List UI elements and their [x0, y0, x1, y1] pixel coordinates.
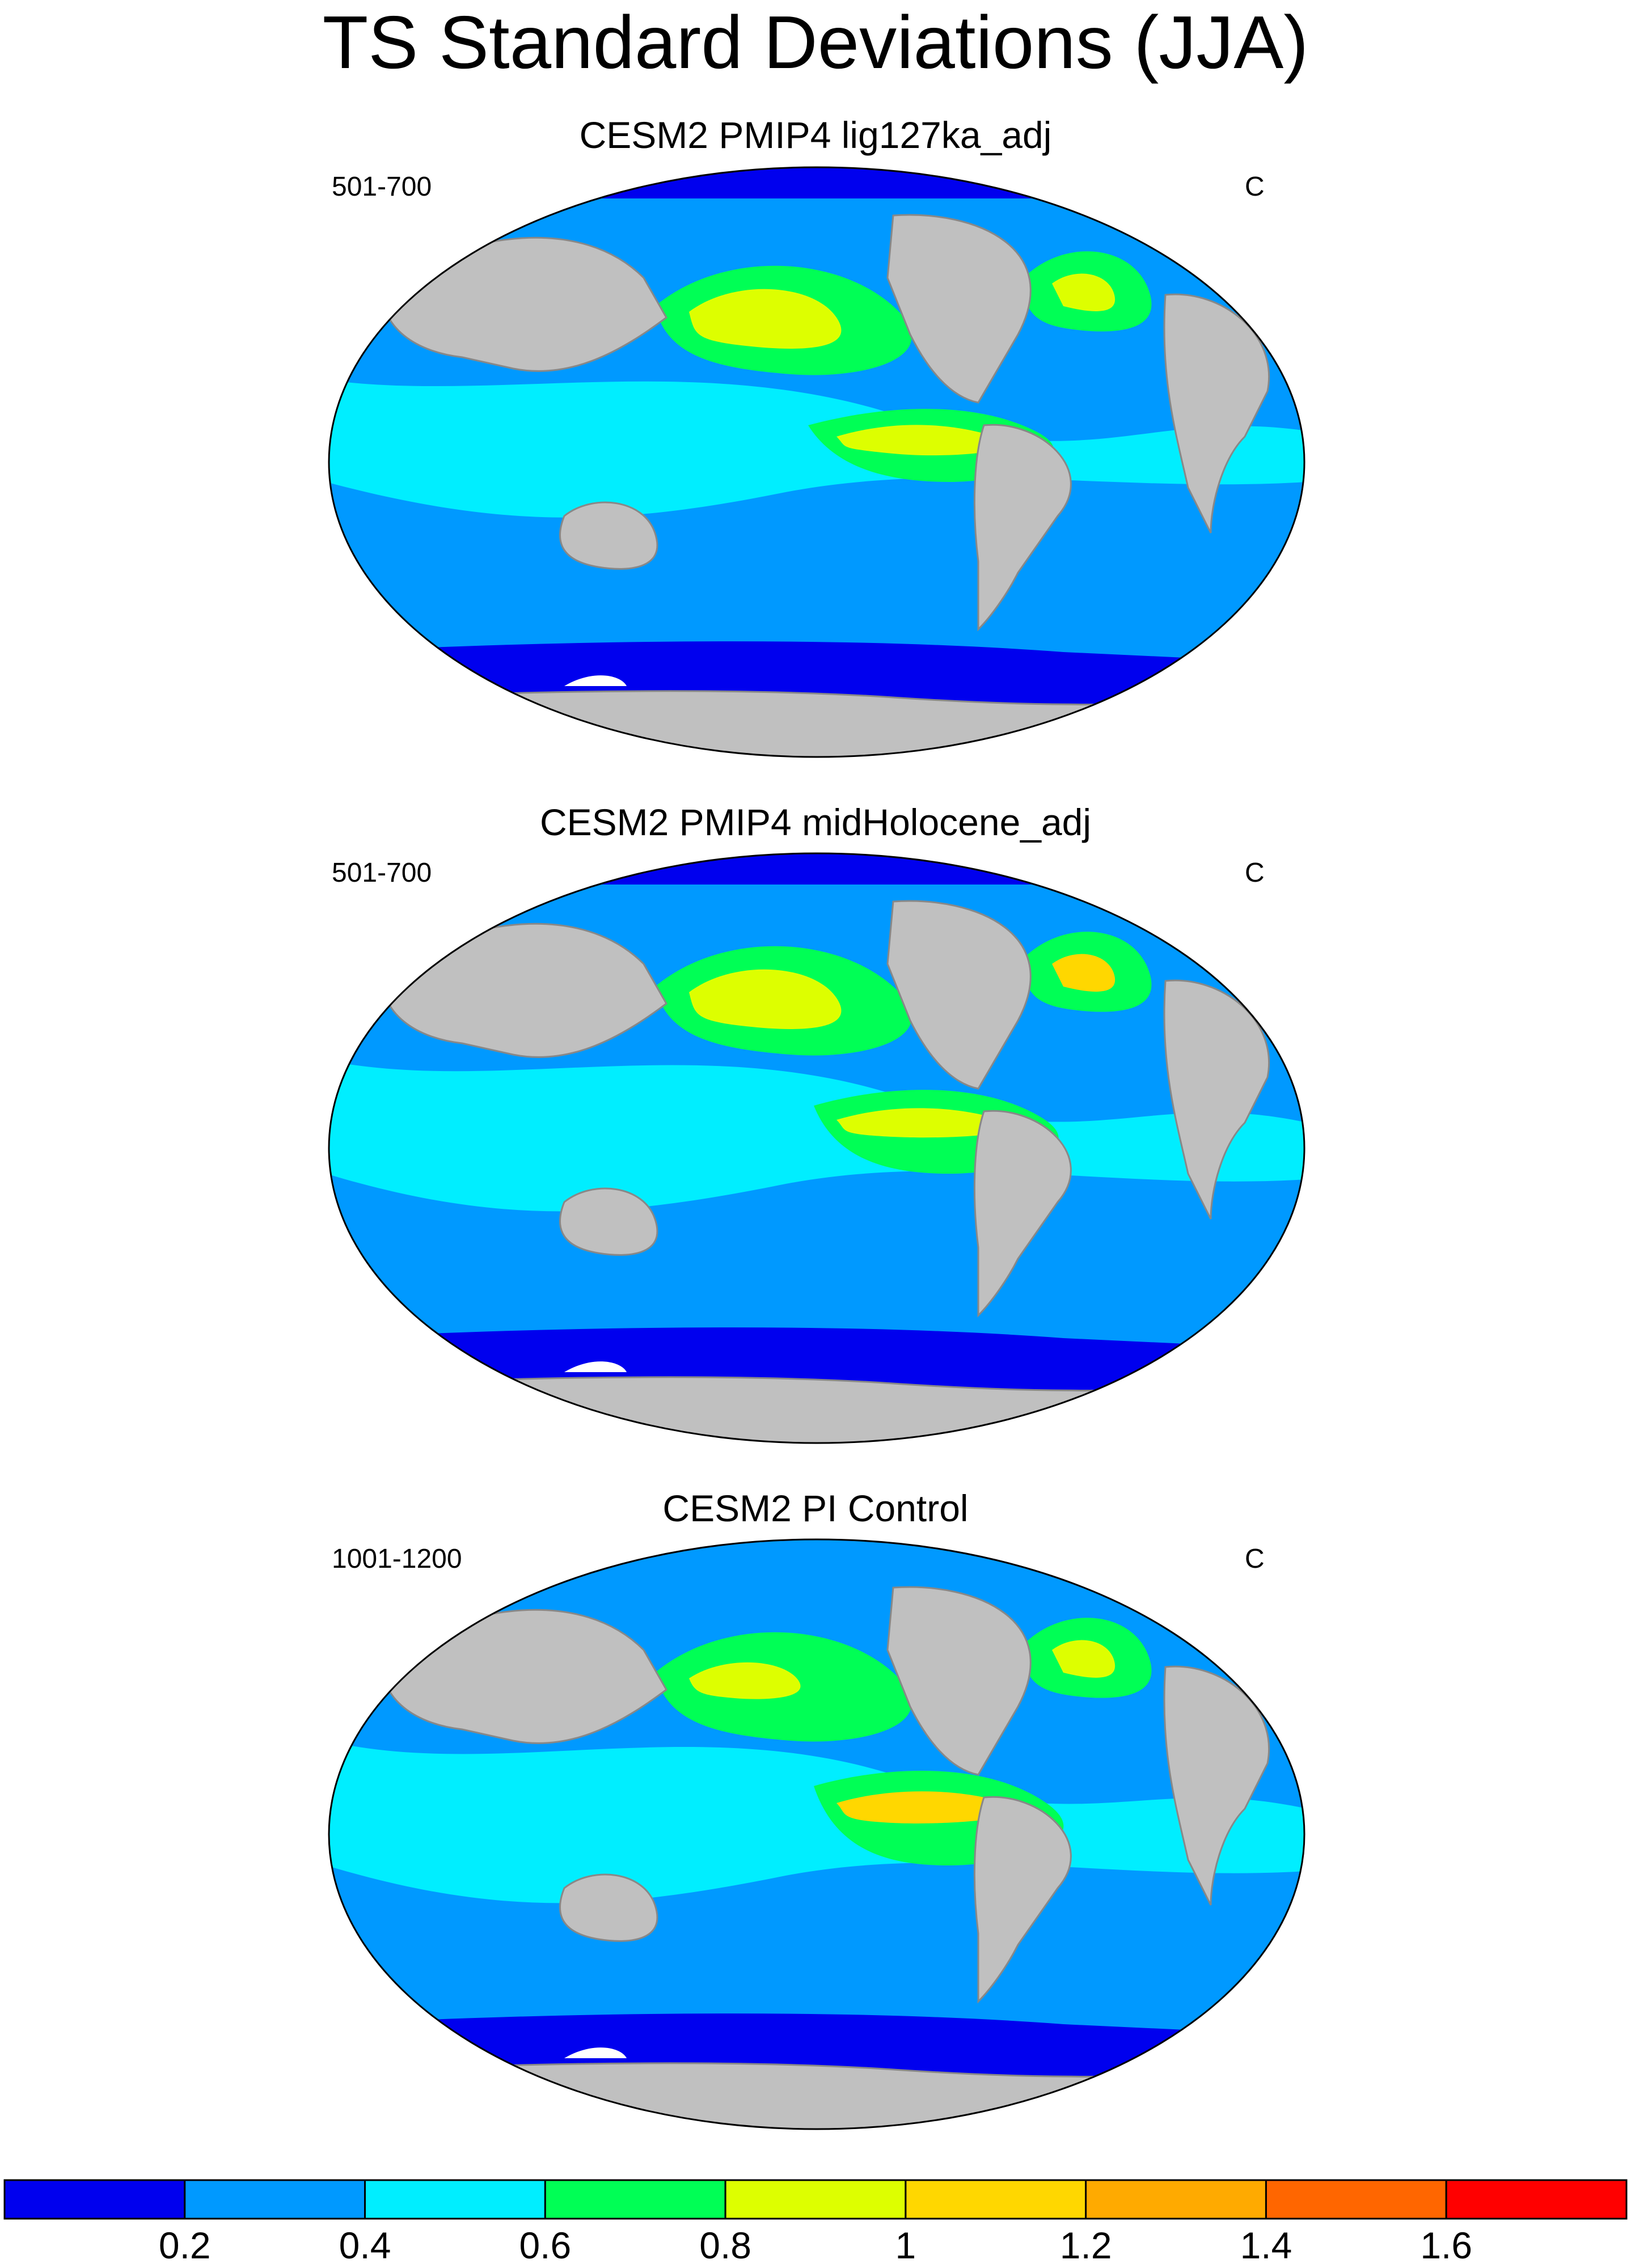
panel-3-arctic-band	[329, 1539, 1304, 1571]
colorbar-tick-label: 1	[895, 2224, 916, 2266]
panel-3-north-america-land	[886, 1586, 1032, 1776]
colorbar-box	[364, 2179, 546, 2220]
panel-3-south-america-land	[973, 1796, 1072, 2004]
panel-2-africa-land	[1163, 979, 1270, 1220]
panel-2-north-pacific-core	[689, 969, 842, 1029]
panel-3-period-label: 1001-1200	[332, 1544, 462, 1574]
panel-1-map	[328, 166, 1305, 758]
panel-2-period-label: 501-700	[332, 858, 432, 888]
panel-1-africa-land	[1163, 293, 1270, 534]
panel-1-north-pacific-core	[689, 289, 842, 349]
colorbar-box	[544, 2179, 726, 2220]
panel-1-north-atlantic-core	[1052, 273, 1115, 311]
panel-1-antarctica-land	[329, 690, 1304, 757]
panel-2-title: CESM2 PMIP4 midHolocene_adj	[539, 801, 1092, 843]
panel-1-title: CESM2 PMIP4 lig127ka_adj	[579, 114, 1052, 156]
panel-1-arctic-low-variance	[329, 167, 1304, 198]
panel-3-antarctica-land	[329, 2062, 1304, 2129]
colorbar-box	[1445, 2179, 1628, 2220]
colorbar-box	[1085, 2179, 1267, 2220]
panel-2-antarctica-land	[329, 1376, 1304, 1443]
panel-1-eurasia-land	[381, 236, 667, 372]
panel-3-north-atlantic-core	[1052, 1640, 1115, 1678]
panel-1-south-america-land	[973, 424, 1072, 632]
panel-1-tropical-band	[329, 380, 1304, 518]
colorbar-tick-label: 0.2	[158, 2224, 211, 2266]
colorbar-tick-label: 1.2	[1059, 2224, 1112, 2266]
panel-3-ice-shelf	[564, 2047, 627, 2058]
panel-2-ice-shelf	[564, 1361, 627, 1372]
panel-3-equatorial-pacific-core	[836, 1791, 1018, 1823]
figure-title: TS Standard Deviations (JJA)	[322, 1, 1309, 84]
panel-2-australia-land	[559, 1187, 658, 1256]
panel-1-units-label: C	[1245, 172, 1265, 202]
panel-1-period-label: 501-700	[332, 172, 432, 202]
panel-1-ice-shelf	[564, 675, 627, 686]
panel-3-units-label: C	[1245, 1544, 1265, 1574]
panel-3-north-pacific-core	[689, 1662, 801, 1699]
colorbar-tick-label: 0.6	[519, 2224, 572, 2266]
colorbar-box	[724, 2179, 907, 2220]
panel-2-arctic-low-variance	[329, 853, 1304, 885]
colorbar-tick-label: 0.8	[699, 2224, 751, 2266]
panel-3-africa-land	[1163, 1665, 1270, 1906]
panel-1-north-america-land	[886, 214, 1032, 404]
panel-1-equatorial-pacific-core	[836, 425, 1008, 456]
panel-2-map-border	[328, 852, 1305, 1444]
panel-2-north-america-land	[886, 900, 1032, 1090]
colorbar-box	[1265, 2179, 1447, 2220]
panel-3-eurasia-land	[381, 1609, 667, 1744]
panel-2-eurasia-land	[381, 923, 667, 1058]
panel-1-australia-land	[559, 501, 658, 570]
colorbar-tick-label: 1.4	[1240, 2224, 1292, 2266]
colorbar-box	[184, 2179, 366, 2220]
panel-2-north-atlantic-core	[1052, 954, 1115, 992]
colorbar	[3, 2179, 1628, 2220]
panel-3-title: CESM2 PI Control	[662, 1487, 969, 1529]
panel-2-units-label: C	[1245, 858, 1265, 888]
panel-2-south-america-land	[973, 1110, 1072, 1318]
panel-2-equatorial-pacific-core	[836, 1108, 1013, 1138]
colorbar-box	[3, 2179, 186, 2220]
colorbar-box	[905, 2179, 1087, 2220]
panel-3-map	[328, 1538, 1305, 2130]
colorbar-tick-label: 0.4	[339, 2224, 391, 2266]
panel-3-australia-land	[559, 1873, 658, 1942]
colorbar-tick-label: 1.6	[1420, 2224, 1473, 2266]
panel-2-map	[328, 852, 1305, 1444]
panel-1-map-border	[328, 166, 1305, 758]
panel-3-map-border	[328, 1538, 1305, 2130]
